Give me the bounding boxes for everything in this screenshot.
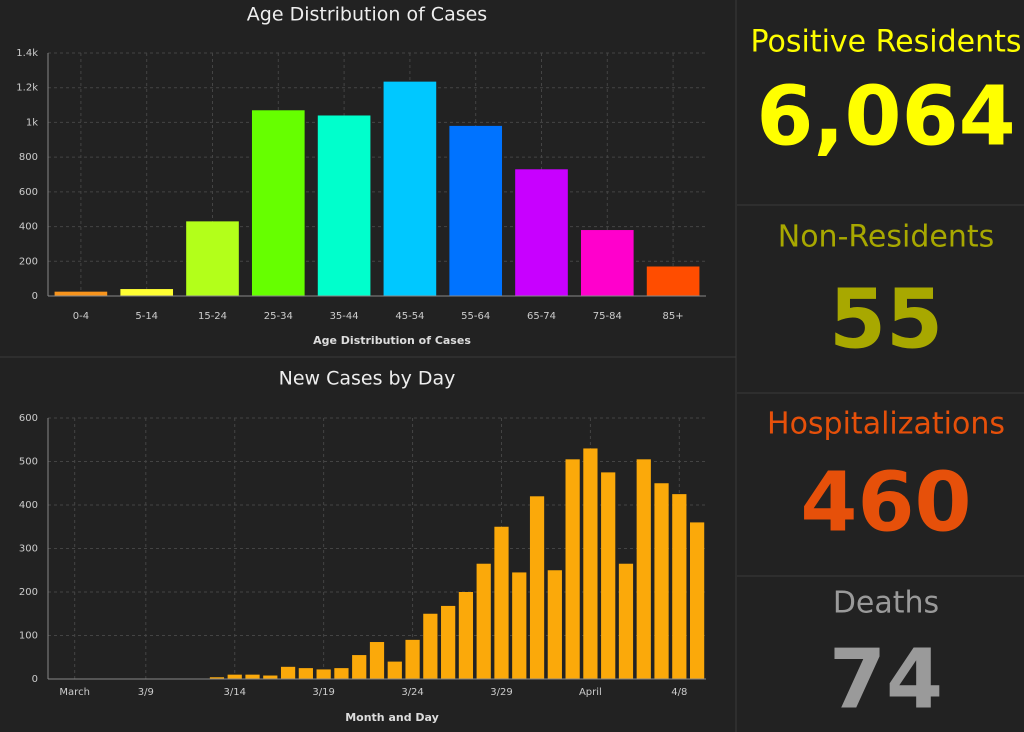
x-tick-label: 3/19	[312, 687, 334, 698]
bar	[54, 291, 108, 296]
x-tick-label: April	[579, 687, 602, 698]
y-tick-label: 100	[19, 631, 38, 642]
bar	[654, 483, 669, 679]
x-axis-label: Month and Day	[345, 711, 439, 724]
bar	[547, 570, 562, 679]
y-tick-label: 200	[19, 587, 38, 598]
bar	[316, 669, 331, 679]
y-tick-label: 600	[19, 413, 38, 424]
bar	[245, 674, 260, 679]
x-tick-label: 45-54	[395, 311, 424, 322]
x-tick-label: 3/14	[223, 687, 245, 698]
bar	[458, 592, 474, 679]
bar	[209, 677, 225, 679]
x-tick-label: 3/9	[138, 687, 154, 698]
x-tick-label: 65-74	[527, 311, 556, 322]
x-tick-label: 15-24	[198, 311, 227, 322]
y-tick-label: 500	[19, 457, 38, 468]
bar	[186, 221, 239, 296]
x-axis-label: Age Distribution of Cases	[313, 334, 471, 347]
bar	[383, 81, 437, 296]
bar	[423, 613, 438, 679]
indicator-value: 6,064	[756, 69, 1015, 164]
bar	[251, 110, 305, 297]
y-tick-label: 1k	[26, 117, 38, 128]
bar	[317, 115, 371, 296]
y-tick-label: 300	[19, 544, 38, 555]
bar	[601, 472, 616, 679]
y-tick-label: 1.4k	[16, 48, 38, 59]
bar	[512, 572, 527, 679]
x-tick-label: 0-4	[73, 311, 89, 322]
y-tick-label: 400	[19, 222, 38, 233]
y-tick-label: 0	[32, 291, 38, 302]
bar	[565, 459, 580, 679]
x-tick-label: 5-14	[135, 311, 158, 322]
bar	[515, 169, 568, 296]
bar	[352, 655, 367, 679]
bar	[646, 266, 700, 296]
bar	[618, 563, 634, 679]
x-tick-label: March	[59, 687, 89, 698]
chart-title: Age Distribution of Cases	[247, 4, 487, 26]
x-tick-label: 55-64	[461, 311, 490, 322]
bar	[441, 605, 456, 679]
indicator-value: 74	[829, 632, 943, 727]
bar	[334, 668, 349, 679]
y-tick-label: 1.2k	[16, 83, 38, 94]
indicator-title: Non-Residents	[778, 220, 994, 255]
chart-title: New Cases by Day	[279, 368, 456, 390]
indicator-value: 460	[800, 455, 971, 550]
y-tick-label: 400	[19, 500, 38, 511]
bar	[689, 522, 705, 679]
y-tick-label: 800	[19, 152, 38, 163]
bar	[529, 496, 545, 679]
x-tick-label: 4/8	[671, 687, 687, 698]
x-tick-label: 35-44	[330, 311, 359, 322]
indicator-title: Deaths	[833, 586, 939, 621]
bar	[387, 661, 402, 679]
x-tick-label: 3/29	[490, 687, 512, 698]
bar	[120, 289, 174, 296]
bar	[449, 125, 503, 297]
bar	[298, 668, 313, 679]
x-tick-label: 85+	[663, 311, 684, 322]
bar	[672, 494, 687, 679]
y-tick-label: 600	[19, 187, 38, 198]
x-tick-label: 25-34	[264, 311, 293, 322]
indicator-title: Hospitalizations	[767, 407, 1005, 442]
indicator-value: 55	[829, 272, 943, 367]
bar	[494, 526, 509, 679]
x-tick-label: 3/24	[401, 687, 423, 698]
bar	[636, 459, 651, 679]
bar	[263, 675, 278, 679]
bar	[280, 666, 296, 679]
bar	[227, 674, 242, 679]
y-tick-label: 0	[32, 674, 38, 685]
y-tick-label: 200	[19, 256, 38, 267]
indicator-title: Positive Residents	[750, 25, 1021, 60]
bar	[405, 639, 420, 679]
bar	[583, 448, 598, 679]
x-tick-label: 75-84	[593, 311, 622, 322]
bar	[476, 563, 491, 679]
bar	[369, 642, 385, 679]
bar	[580, 230, 634, 296]
